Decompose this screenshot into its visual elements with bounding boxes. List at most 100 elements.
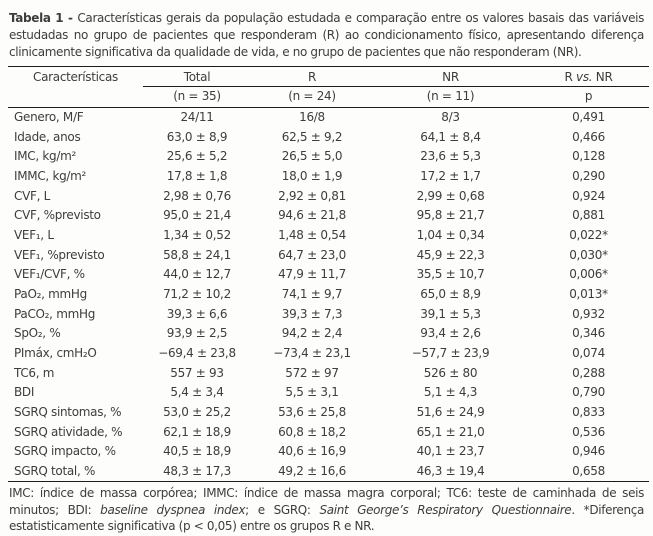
row-label: CVF, %previsto	[14, 208, 101, 223]
footnote-text-1: IMC: índice de massa corpórea; IMMC: índ…	[9, 486, 644, 517]
footnote-italic-bdi: baseline dyspnea index	[100, 502, 246, 517]
cell-nr: 64,1 ± 8,4	[420, 129, 481, 144]
table-caption-text: Características gerais da população estu…	[9, 11, 644, 59]
cell-p: 0,030*	[569, 247, 608, 262]
row-label: CVF, L	[14, 188, 51, 203]
cell-nr: 40,1 ± 23,7	[416, 444, 485, 459]
cell-r: 18,0 ± 1,9	[281, 168, 343, 183]
table-row: TC6, m 557 ± 93 572 ± 97 526 ± 80 0,288	[8, 364, 649, 384]
table-row: IMC, kg/m² 25,6 ± 5,2 26,5 ± 5,0 23,6 ± 5,3…	[8, 147, 649, 167]
cell-total: 2,98 ± 0,76	[163, 188, 231, 203]
cell-p: 0,466	[572, 129, 605, 144]
table-row: BDI 5,4 ± 3,4 5,5 ± 3,1 5,1 ± 4,3 0,790	[8, 383, 649, 403]
cell-nr: 39,1 ± 5,3	[420, 306, 481, 321]
cell-r: 74,1 ± 9,7	[281, 286, 343, 301]
row-label: SGRQ sintomas, %	[14, 404, 122, 419]
cell-total: 39,3 ± 6,6	[166, 306, 228, 321]
subheader-p: p	[528, 86, 649, 108]
table-row: PaCO₂, mmHg 39,3 ± 6,6 39,3 ± 7,3 39,1 ± 5,…	[8, 305, 649, 325]
table-row: Genero, M/F 24/11 16/8 8/3 0,491	[8, 108, 649, 128]
cell-nr: 23,6 ± 5,3	[420, 149, 481, 164]
table-row: VEF₁, L 1,34 ± 0,52 1,48 ± 0,54 1,04 ± 0,34…	[8, 226, 649, 246]
cell-total: 557 ± 93	[170, 365, 224, 380]
cell-nr: 93,4 ± 2,6	[420, 326, 481, 341]
cell-total: −69,4 ± 23,8	[158, 345, 236, 360]
row-label: SpO₂, %	[14, 326, 61, 341]
cell-nr: 51,6 ± 24,9	[416, 404, 485, 419]
footnote-text-2: ; e SGRQ:	[245, 502, 320, 517]
row-label: PaO₂, mmHg	[14, 286, 87, 301]
cell-p: 0,658	[572, 463, 605, 478]
row-label: IMMC, kg/m²	[14, 168, 87, 183]
cell-nr: 2,99 ± 0,68	[416, 188, 485, 203]
cell-r: 62,5 ± 9,2	[281, 129, 343, 144]
cell-p: 0,932	[572, 306, 605, 321]
cell-nr: −57,7 ± 23,9	[411, 345, 490, 360]
row-label: IMC, kg/m²	[14, 149, 77, 164]
table-row: VEF₁/CVF, % 44,0 ± 12,7 47,9 ± 11,7 35,5 ± …	[8, 265, 649, 285]
cell-nr: 17,2 ± 1,7	[420, 168, 481, 183]
cell-p: 0,346	[572, 326, 605, 341]
table-caption-label: Tabela 1 -	[9, 11, 78, 25]
table-body: Genero, M/F 24/11 16/8 8/3 0,491 Idade, anos 6…	[8, 108, 649, 482]
cell-total: 1,34 ± 0,52	[163, 227, 231, 242]
row-label: VEF₁, L	[14, 227, 54, 242]
table-row: SGRQ atividade, % 62,1 ± 18,9 60,8 ± 18,2 6…	[8, 423, 649, 443]
cell-p: 0,290	[572, 168, 605, 183]
cell-total: 63,0 ± 8,9	[166, 129, 228, 144]
cell-p: 0,022*	[569, 227, 608, 242]
table-row: CVF, L 2,98 ± 0,76 2,92 ± 0,81 2,99 ± 0,68 0…	[8, 187, 649, 207]
data-table: Características Total R NR R vs. NR (n =…	[8, 67, 649, 481]
cell-r: 64,7 ± 23,0	[278, 247, 346, 262]
cell-total: 17,8 ± 1,8	[166, 168, 228, 183]
cell-nr: 5,1 ± 4,3	[423, 385, 478, 400]
cell-r: 1,48 ± 0,54	[278, 227, 346, 242]
table-row: CVF, %previsto 95,0 ± 21,4 94,6 ± 21,8 95,8…	[8, 206, 649, 226]
table-row: VEF₁, %previsto 58,8 ± 24,1 64,7 ± 23,0 45,…	[8, 246, 649, 266]
row-label: VEF₁/CVF, %	[14, 267, 85, 282]
cell-p: 0,924	[572, 188, 605, 203]
subheader-row: (n = 35) (n = 24) (n = 11) p	[8, 86, 649, 108]
cell-r: 5,5 ± 3,1	[285, 385, 339, 400]
footnote-text-3: . *Diferença estatisticamente significat…	[9, 502, 644, 534]
table-row: PImáx, cmH₂O −69,4 ± 23,8 −73,4 ± 23,1 −57,…	[8, 344, 649, 364]
cell-total: 62,1 ± 18,9	[163, 424, 231, 439]
cell-p: 0,536	[572, 424, 605, 439]
col-header-caracteristicas: Características	[33, 70, 118, 85]
subheader-empty	[8, 86, 143, 108]
col-header-nr: NR	[373, 67, 528, 87]
row-label: TC6, m	[14, 365, 55, 380]
cell-r: 26,5 ± 5,0	[281, 149, 343, 164]
cell-total: 93,9 ± 2,5	[166, 326, 228, 341]
table-caption: Tabela 1 - Características gerais da pop…	[9, 10, 644, 61]
cell-total: 5,4 ± 3,4	[170, 385, 224, 400]
table-footnote: IMC: índice de massa corpórea; IMMC: índ…	[9, 485, 644, 535]
table-row: IMMC, kg/m² 17,8 ± 1,8 18,0 ± 1,9 17,2 ± 1,…	[8, 167, 649, 187]
cell-p: 0,790	[572, 385, 605, 400]
cell-p: 0,006*	[569, 267, 608, 282]
cell-r: 2,92 ± 0,81	[278, 188, 346, 203]
cell-nr: 8/3	[441, 110, 460, 124]
col-header-r: R	[251, 67, 373, 87]
cell-p: 0,013*	[569, 286, 608, 301]
cell-total: 44,0 ± 12,7	[163, 267, 231, 282]
col-header-r-vs-nr: R vs. NR	[528, 67, 649, 87]
cell-total: 25,6 ± 5,2	[166, 149, 228, 164]
row-label: BDI	[14, 385, 35, 400]
subheader-r-n: (n = 24)	[251, 86, 373, 108]
cell-nr: 46,3 ± 19,4	[416, 463, 485, 478]
cell-total: 48,3 ± 17,3	[163, 463, 231, 478]
cell-p: 0,881	[572, 208, 605, 223]
cell-total: 40,5 ± 18,9	[163, 444, 231, 459]
cell-p: 0,491	[572, 110, 605, 124]
row-label: SGRQ total, %	[14, 463, 96, 478]
cell-r: 572 ± 97	[285, 365, 339, 380]
cell-nr: 65,0 ± 8,9	[420, 286, 481, 301]
cell-r: 60,8 ± 18,2	[278, 424, 346, 439]
cell-total: 24/11	[180, 110, 214, 124]
cell-nr: 35,5 ± 10,7	[416, 267, 485, 282]
table-row: Idade, anos 63,0 ± 8,9 62,5 ± 9,2 64,1 ± 8,…	[8, 128, 649, 148]
cell-r: 16/8	[299, 110, 325, 124]
table-row: SGRQ sintomas, % 53,0 ± 25,2 53,6 ± 25,8 51…	[8, 403, 649, 423]
r-vs-nr-vs: vs.	[576, 70, 593, 84]
